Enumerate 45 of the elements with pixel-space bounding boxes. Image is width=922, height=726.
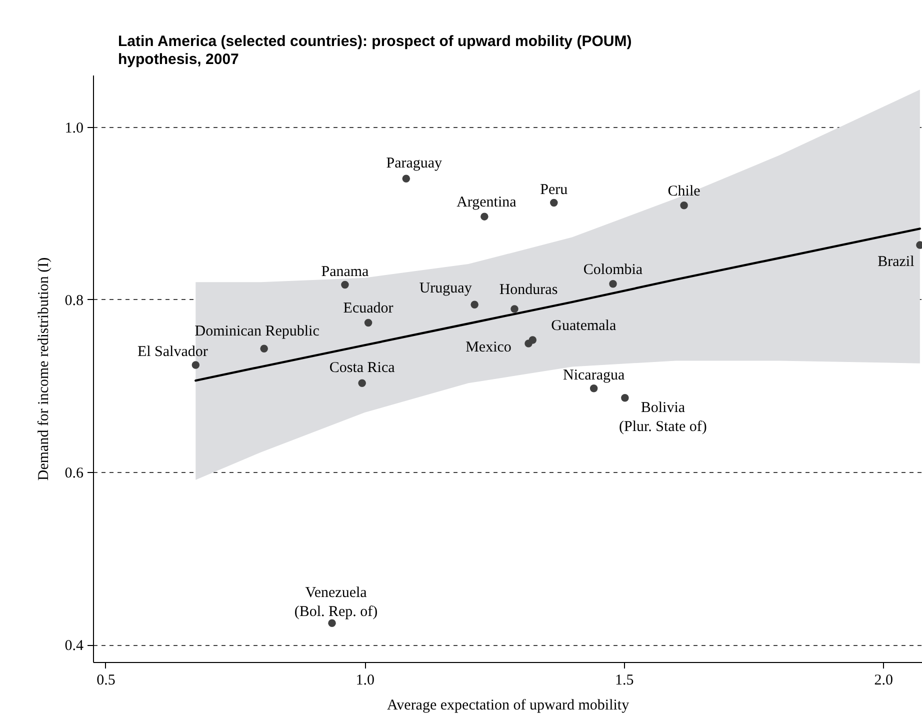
data-label: Chile xyxy=(668,183,701,200)
point xyxy=(609,280,617,288)
x-tick-label: 1.0 xyxy=(356,672,375,688)
chart-title: Latin America (selected countries): prospect of upward mobility (POUM) hypothesis, 2007 xyxy=(118,33,632,68)
point xyxy=(364,318,372,327)
data-label: Colombia xyxy=(583,262,643,278)
point xyxy=(524,340,532,348)
data-label: Honduras xyxy=(499,282,558,298)
data-label: Peru xyxy=(540,182,568,198)
data-label: Panama xyxy=(321,264,370,280)
data-label: Brazil xyxy=(878,254,914,270)
point xyxy=(341,280,349,289)
point xyxy=(590,384,598,392)
x-axis-title: Average expectation of upward mobility xyxy=(386,698,630,714)
point xyxy=(192,361,200,369)
y-axis-title: Demand for income redistribution (I) xyxy=(36,257,52,481)
point xyxy=(358,379,366,388)
data-label: Argentina xyxy=(456,194,517,211)
data-label: Dominican Republic xyxy=(194,324,320,340)
data-label: Uruguay xyxy=(419,280,472,297)
data-label: El Salvador xyxy=(137,344,208,360)
data-label: Costa Rica xyxy=(329,360,396,376)
y-tick-label: 0.6 xyxy=(64,466,84,482)
x-tick-label: 2.0 xyxy=(874,672,893,688)
data-label: Guatemala xyxy=(551,318,616,334)
point xyxy=(328,619,336,628)
point xyxy=(260,344,268,353)
data-label: Bolivia (Plur. State of) xyxy=(618,400,707,435)
x-tick-label: 1.5 xyxy=(615,672,634,688)
data-label: Mexico xyxy=(466,339,512,356)
x-tick-label: 0.5 xyxy=(96,672,116,688)
y-tick-label: 1.0 xyxy=(64,120,84,136)
point xyxy=(550,198,558,207)
y-tick-label: 0.8 xyxy=(64,292,84,309)
y-tick-label: 0.4 xyxy=(64,638,84,654)
data-label: Nicaragua xyxy=(563,367,625,384)
point xyxy=(621,394,629,402)
point xyxy=(480,212,488,220)
data-label: Ecuador xyxy=(343,300,394,317)
data-label: Paraguay xyxy=(386,156,443,172)
point xyxy=(510,305,518,313)
point xyxy=(680,201,688,210)
point xyxy=(402,174,410,182)
data-label: Venezuela (Bol. Rep. of) xyxy=(294,585,378,620)
point xyxy=(470,300,478,308)
